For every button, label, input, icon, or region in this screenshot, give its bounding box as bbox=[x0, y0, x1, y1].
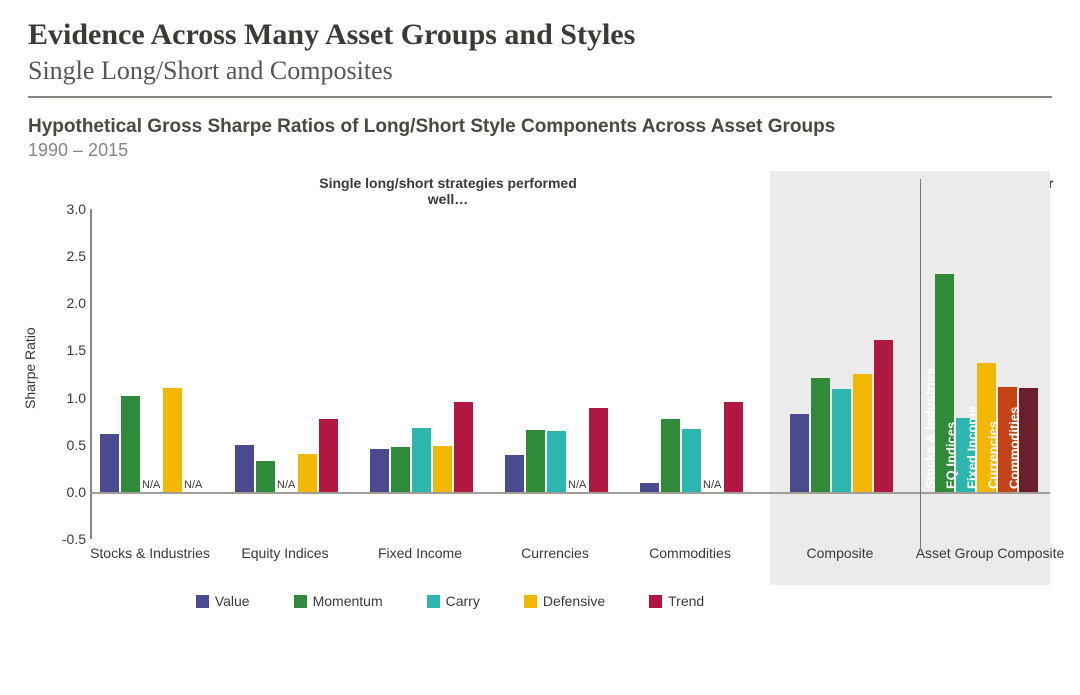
plot-region: N/AN/AN/AN/AN/AStocks & IndustriesEQ Ind… bbox=[90, 209, 1050, 539]
composite-bar-label: Commodities bbox=[1006, 407, 1021, 489]
y-tick: 1.0 bbox=[50, 390, 86, 406]
bar-group: N/A bbox=[505, 209, 610, 492]
bar-trend bbox=[319, 419, 338, 492]
legend-swatch bbox=[427, 595, 440, 608]
legend-swatch bbox=[524, 595, 537, 608]
legend-item-momentum: Momentum bbox=[294, 593, 383, 609]
x-label: Stocks & Industries bbox=[80, 545, 220, 561]
x-label: Currencies bbox=[485, 545, 625, 561]
y-axis-label: Sharpe Ratio bbox=[22, 327, 38, 409]
bar-carry bbox=[412, 428, 431, 492]
asset-group-composite: Stocks & IndustriesEQ IndicesFixed Incom… bbox=[935, 209, 1040, 492]
composite-bar-label: Stocks & Industries bbox=[922, 368, 937, 489]
legend-swatch bbox=[196, 595, 209, 608]
bar-momentum bbox=[121, 396, 140, 492]
na-label: N/A bbox=[184, 479, 203, 491]
bar-group bbox=[370, 209, 475, 492]
legend-label: Value bbox=[215, 593, 250, 609]
legend-label: Momentum bbox=[313, 593, 383, 609]
legend-label: Defensive bbox=[543, 593, 605, 609]
bar-defensive bbox=[853, 374, 872, 492]
legend-label: Trend bbox=[668, 593, 704, 609]
legend-item-carry: Carry bbox=[427, 593, 480, 609]
y-tick: 0.0 bbox=[50, 484, 86, 500]
chart-title: Hypothetical Gross Sharpe Ratios of Long… bbox=[28, 116, 1052, 138]
bar-value bbox=[235, 445, 254, 492]
y-tick: 2.5 bbox=[50, 248, 86, 264]
bar-defensive bbox=[298, 454, 317, 492]
bar-carry bbox=[682, 429, 701, 492]
na-label: N/A bbox=[703, 479, 722, 491]
x-label: Equity Indices bbox=[215, 545, 355, 561]
composite-divider bbox=[920, 179, 921, 549]
bar-momentum bbox=[811, 378, 830, 492]
bar-value bbox=[370, 449, 389, 492]
y-tick: 3.0 bbox=[50, 201, 86, 217]
y-axis-line bbox=[90, 209, 92, 539]
na-label: N/A bbox=[277, 479, 296, 491]
y-tick: 0.5 bbox=[50, 437, 86, 453]
bar-defensive bbox=[163, 388, 182, 492]
legend-item-defensive: Defensive bbox=[524, 593, 605, 609]
bar-momentum bbox=[256, 461, 275, 492]
legend-item-trend: Trend bbox=[649, 593, 704, 609]
chart-daterange: 1990 – 2015 bbox=[28, 140, 1052, 161]
bar-value bbox=[505, 455, 524, 492]
composite-bar-label: Currencies bbox=[985, 421, 1000, 489]
y-axis-ticks: -0.50.00.51.01.52.02.53.0 bbox=[50, 209, 86, 539]
page-subtitle: Single Long/Short and Composites bbox=[28, 56, 1052, 86]
legend-swatch bbox=[294, 595, 307, 608]
bar-group: N/A bbox=[640, 209, 745, 492]
bar-trend bbox=[874, 340, 893, 492]
bar-group bbox=[790, 209, 895, 492]
y-tick: 1.5 bbox=[50, 342, 86, 358]
bar-momentum bbox=[661, 419, 680, 492]
composite-bar: Commodities bbox=[1019, 388, 1038, 492]
composite-bar-label: Fixed Income bbox=[964, 406, 979, 489]
bar-carry bbox=[547, 431, 566, 492]
bar-group: N/A N/A bbox=[100, 209, 205, 492]
bar-trend bbox=[589, 408, 608, 492]
bar-value bbox=[100, 434, 119, 492]
legend: Value Momentum Carry Defensive Trend bbox=[90, 593, 810, 609]
title-divider bbox=[28, 96, 1052, 98]
bar-value bbox=[790, 414, 809, 492]
x-label: Asset Group Composite bbox=[915, 545, 1065, 561]
y-tick: 2.0 bbox=[50, 295, 86, 311]
x-label: Fixed Income bbox=[350, 545, 490, 561]
bar-trend bbox=[724, 402, 743, 493]
bar-group: N/A bbox=[235, 209, 340, 492]
legend-item-value: Value bbox=[196, 593, 250, 609]
annotation-left: Single long/short strategies performed w… bbox=[298, 175, 598, 207]
composite-bar-label: EQ Indices bbox=[943, 422, 958, 489]
bar-momentum bbox=[526, 430, 545, 492]
bar-value bbox=[640, 483, 659, 492]
bar-carry bbox=[832, 389, 851, 492]
legend-swatch bbox=[649, 595, 662, 608]
na-label: N/A bbox=[142, 479, 161, 491]
chart-area: Sharpe Ratio -0.50.00.51.01.52.02.53.0 N… bbox=[28, 209, 1052, 629]
x-label: Commodities bbox=[620, 545, 760, 561]
bar-trend bbox=[454, 402, 473, 493]
na-label: N/A bbox=[568, 479, 587, 491]
legend-label: Carry bbox=[446, 593, 480, 609]
x-axis-labels: Stocks & IndustriesEquity IndicesFixed I… bbox=[90, 545, 1050, 589]
page-title: Evidence Across Many Asset Groups and St… bbox=[28, 18, 1052, 52]
x-label: Composite bbox=[770, 545, 910, 561]
zero-line bbox=[90, 492, 1050, 494]
bar-momentum bbox=[391, 447, 410, 492]
bar-defensive bbox=[433, 446, 452, 492]
